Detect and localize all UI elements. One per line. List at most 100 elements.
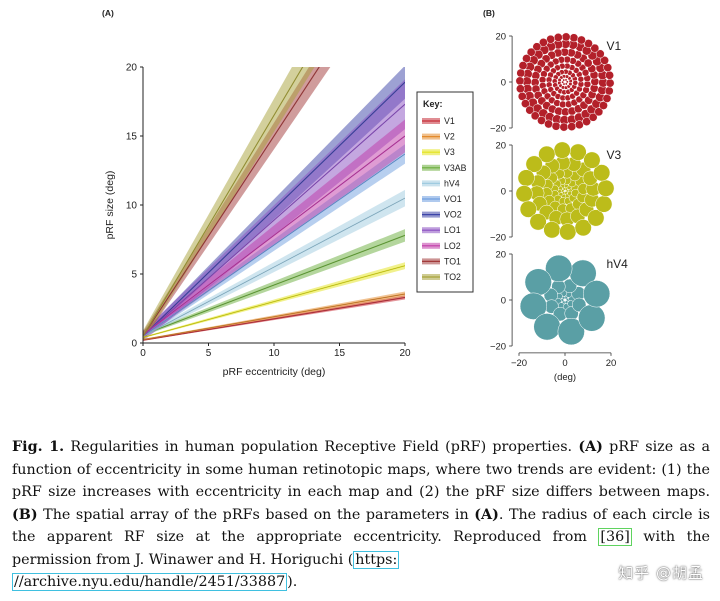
url-link-part-1[interactable]: https: [353, 550, 400, 569]
prf-circle [581, 69, 590, 77]
prf-circle [515, 185, 533, 203]
prf-circle [525, 105, 535, 115]
series-line-vo2 [143, 81, 405, 337]
map-y-tick-label: 20 [496, 250, 507, 261]
prf-circle [530, 111, 540, 121]
legend-title: Key: [423, 99, 443, 109]
y-tick-label: 0 [131, 339, 137, 350]
prf-circle [583, 280, 611, 308]
prf-circle [583, 151, 601, 169]
map-title: hV4 [606, 257, 628, 271]
prf-circle [553, 141, 571, 159]
series-line-v1 [143, 296, 405, 341]
series-line-v3ab [143, 234, 405, 336]
figure-caption: Fig. 1. Regularities in human population… [12, 436, 710, 594]
y-tick-label: 5 [131, 270, 137, 281]
prf-circle [569, 33, 579, 43]
prf-circle [539, 38, 548, 47]
prf-circle [590, 43, 600, 53]
map-y-tick-label: 0 [501, 78, 506, 89]
prf-circle [605, 70, 614, 80]
prf-circle [595, 195, 613, 213]
prf-circle [515, 76, 525, 86]
prf-circle [577, 75, 585, 83]
url-link-part-2[interactable]: //archive.nyu.edu/handle/2451/33887 [12, 573, 288, 591]
series-line-to1 [143, 67, 320, 337]
prf-circle [561, 80, 565, 84]
legend-label-v3ab: V3AB [444, 163, 467, 173]
prf-circle [605, 78, 615, 88]
prf-circle [588, 112, 598, 122]
prf-circle [516, 84, 525, 94]
x-tick-label: 10 [268, 348, 280, 359]
map-x-tick-label: −20 [511, 358, 527, 369]
prf-circle [519, 200, 537, 218]
prf-circle [517, 169, 535, 187]
x-tick-label: 20 [399, 348, 411, 359]
prf-circle [564, 78, 568, 82]
prf-circle [551, 121, 561, 131]
caption-text-1: Regularities in human population Recepti… [64, 439, 579, 455]
caption-text-5: with the permission from J. Winawer and … [12, 529, 710, 568]
prf-circle [577, 35, 586, 45]
prf-circle [572, 80, 579, 86]
legend-box [416, 91, 474, 293]
x-tick-label: 15 [334, 348, 346, 359]
prf-circle [587, 209, 605, 227]
y-axis-label: pRF size (deg) [104, 171, 116, 240]
panel-a-label: (A) [102, 8, 114, 18]
series-line-v2 [143, 293, 405, 341]
chart-legend: Key:V1 V2 V3 V3AB hV4 VO1 VO2 LO1 LO2 TO1 TO2 [416, 91, 474, 293]
prf-circle [574, 219, 592, 237]
citation-link[interactable]: [36] [598, 528, 632, 546]
map-y-tick-label: −20 [490, 233, 506, 244]
band-to1 [143, 67, 331, 341]
band-hv4 [143, 189, 405, 338]
legend-label-v1: V1 [444, 116, 455, 126]
prf-circle [559, 122, 569, 132]
caption-text-3: The spatial array of the pRFs based on t… [37, 506, 475, 523]
map-y-tick-label: 20 [496, 141, 507, 152]
prf-circle [602, 94, 612, 103]
map-title: V1 [606, 39, 621, 53]
prf-circle [597, 179, 615, 197]
x-tick-label: 5 [206, 348, 212, 359]
caption-text-6: ). [287, 574, 298, 590]
watermark: 知乎 @胡孟 [618, 564, 704, 582]
caption-panel-a-ref: (A) [474, 506, 499, 523]
legend-label-lo2: LO2 [444, 241, 461, 251]
figure: (A) (B) 0 5 10 15 20 0 5 10 15 20 pRF eccentricity… [102, 8, 628, 383]
prf-circle [518, 61, 528, 70]
legend-label-to1: TO1 [444, 256, 461, 266]
prf-circle [543, 221, 561, 239]
legend-label-to2: TO2 [444, 272, 461, 282]
caption-panel-b: (B) [12, 506, 38, 523]
prf-circle [604, 86, 614, 96]
prf-circle [600, 56, 609, 65]
prf-circle [519, 292, 547, 320]
caption-text-2: pRF size as a function of eccentricity i… [12, 439, 710, 500]
legend-label-lo1: LO1 [444, 225, 461, 235]
prf-circle [524, 268, 552, 296]
legend-label-v2: V2 [444, 132, 455, 142]
prf-circle [593, 164, 611, 182]
y-tick-label: 15 [126, 132, 138, 143]
legend-label-hv4: hV4 [444, 178, 460, 188]
panel-b-label: (B) [483, 8, 495, 18]
prf-circle [516, 68, 526, 78]
prf-circle [595, 49, 605, 59]
x-axis-label: pRF eccentricity (deg) [223, 366, 326, 378]
series-line-lo1 [143, 103, 405, 337]
map-x-axis-label: (deg) [554, 372, 576, 383]
prf-circle [567, 122, 577, 131]
map-y-tick-label: 0 [501, 187, 506, 198]
prf-circle [525, 155, 543, 173]
map-x-tick-label: 0 [562, 358, 567, 369]
legend-label-v3: V3 [444, 147, 455, 157]
caption-panel-a: (A) [578, 439, 603, 455]
prf-circle [529, 213, 547, 231]
series-line-v3 [143, 265, 405, 339]
legend-label-vo1: VO1 [444, 194, 462, 204]
prf-circle [538, 145, 556, 163]
prf-circle [544, 119, 553, 129]
